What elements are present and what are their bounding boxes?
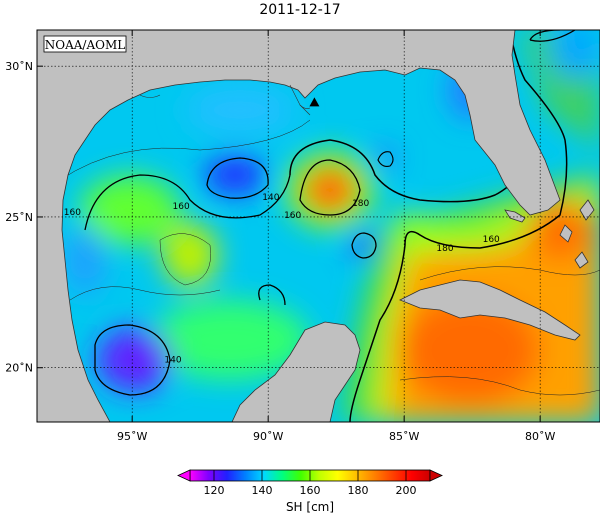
station-marker xyxy=(309,97,320,107)
colorbar-tick-label: 120 xyxy=(204,484,225,497)
lat-tick-label: 25˚N xyxy=(5,211,33,224)
lon-tick-label: 95˚W xyxy=(117,430,147,443)
contour-label: 160 xyxy=(284,211,301,221)
graticule xyxy=(37,30,600,422)
sea-surface-height-field xyxy=(37,30,600,422)
contour-labels: 160 160 140 160 180 160 180 140 xyxy=(64,193,500,366)
contour-label: 180 xyxy=(352,199,369,209)
credit-box: NOAA/AOML xyxy=(43,35,127,53)
colorbar-arrow-right xyxy=(429,469,443,482)
contour-lines-minor xyxy=(59,119,600,396)
colorbar-tick-label: 160 xyxy=(300,484,321,497)
contour-label: 140 xyxy=(164,356,181,366)
colorbar-tick-label: 180 xyxy=(348,484,369,497)
contour-label: 160 xyxy=(483,235,500,245)
map-frame xyxy=(36,29,600,423)
colorbar-title: SH [cm] xyxy=(286,500,334,514)
map-title: 2011-12-17 xyxy=(259,2,341,18)
contour-label: 180 xyxy=(436,244,453,254)
lon-tick-label: 80˚W xyxy=(525,430,555,443)
contour-label: 160 xyxy=(64,208,81,218)
colorbar-tick-label: 200 xyxy=(396,484,417,497)
lon-tick-label: 85˚W xyxy=(389,430,419,443)
lon-tick-label: 90˚W xyxy=(253,430,283,443)
colorbar-tick-label: 140 xyxy=(252,484,273,497)
colorbar-arrow-left xyxy=(177,469,191,482)
lat-tick-label: 20˚N xyxy=(5,362,33,375)
contour-label: 160 xyxy=(173,202,190,212)
lat-tick-label: 30˚N xyxy=(5,60,33,73)
contour-label: 140 xyxy=(262,193,279,203)
colorbar: 120 140 160 180 200 SH [cm] xyxy=(177,469,443,514)
land-masses xyxy=(37,30,595,422)
axis-ticks: 95˚W 90˚W 85˚W 80˚W 30˚N 25˚N 20˚N xyxy=(5,30,555,443)
credit-text: NOAA/AOML xyxy=(45,38,126,52)
coast-details xyxy=(139,84,311,116)
